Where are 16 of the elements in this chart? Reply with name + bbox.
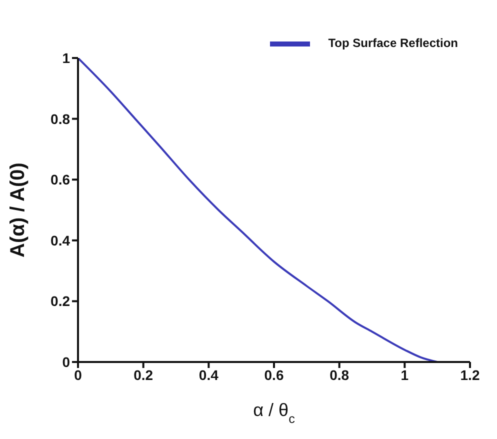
- x-tick-label: 0: [74, 366, 82, 383]
- x-tick-label: 1: [400, 366, 409, 383]
- x-axis-title: α / θ$_{c}$: [253, 400, 295, 426]
- y-tick-label: 0.6: [50, 172, 70, 188]
- x-tick-label: 0.6: [264, 366, 284, 383]
- y-tick-label: 0.8: [50, 110, 70, 127]
- y-tick-label: 0.4: [50, 232, 70, 248]
- x-tick-label: 0.8: [330, 366, 350, 383]
- x-tick-label: 0.2: [134, 366, 154, 383]
- y-tick-label: 0: [62, 354, 70, 370]
- legend-label: Top Surface Reflection: [328, 36, 458, 50]
- x-tick-label: 0.4: [198, 366, 219, 383]
- y-axis-title: A(α) / A(0): [7, 162, 29, 258]
- x-tick-label: 1.2: [460, 366, 480, 383]
- y-tick-label: 0.2: [50, 293, 70, 310]
- y-tick-label: 1: [62, 50, 70, 66]
